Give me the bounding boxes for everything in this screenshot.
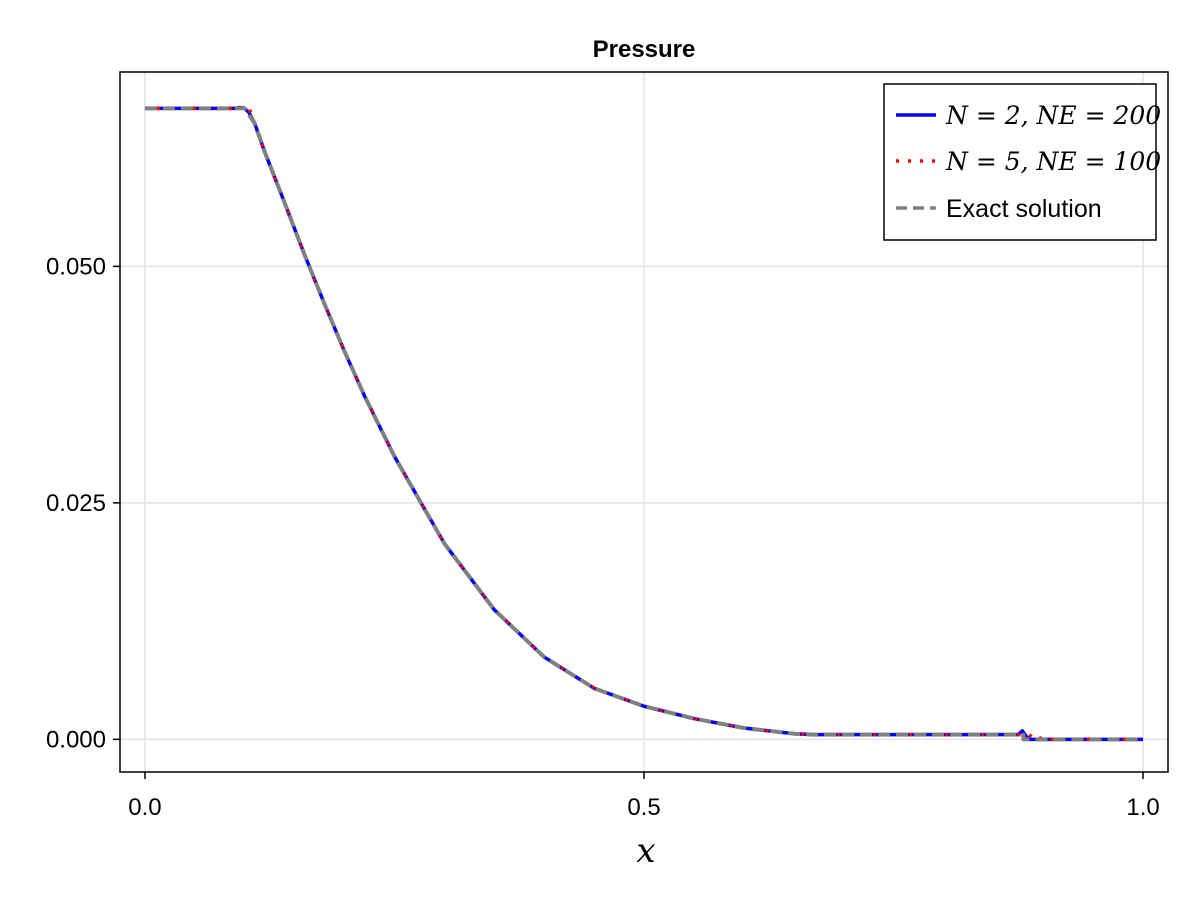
chart-title: Pressure [593,36,696,63]
x-tick-label-0: 0.0 [128,794,161,821]
y-tick-label-2: 0.050 [46,253,106,280]
legend-label-n2: N = 2, NE = 200 [945,101,1161,130]
series-layer [144,103,1144,742]
legend-label-exact: Exact solution [946,195,1102,223]
series-line-exact [144,106,1144,742]
axis-ticks: 0.0 0.5 1.0 0.000 0.025 0.050 [46,253,1160,821]
y-tick-label-0: 0.000 [46,726,106,753]
legend-label-n5: N = 5, NE = 100 [945,147,1161,176]
x-tick-label-2: 1.0 [1126,794,1159,821]
legend: N = 2, NE = 200 N = 5, NE = 100 Exact so… [883,83,1161,241]
legend-box [883,83,1157,241]
y-tick-label-1: 0.025 [46,490,106,517]
x-axis-label: x [636,831,655,871]
x-tick-label-1: 0.5 [627,794,660,821]
